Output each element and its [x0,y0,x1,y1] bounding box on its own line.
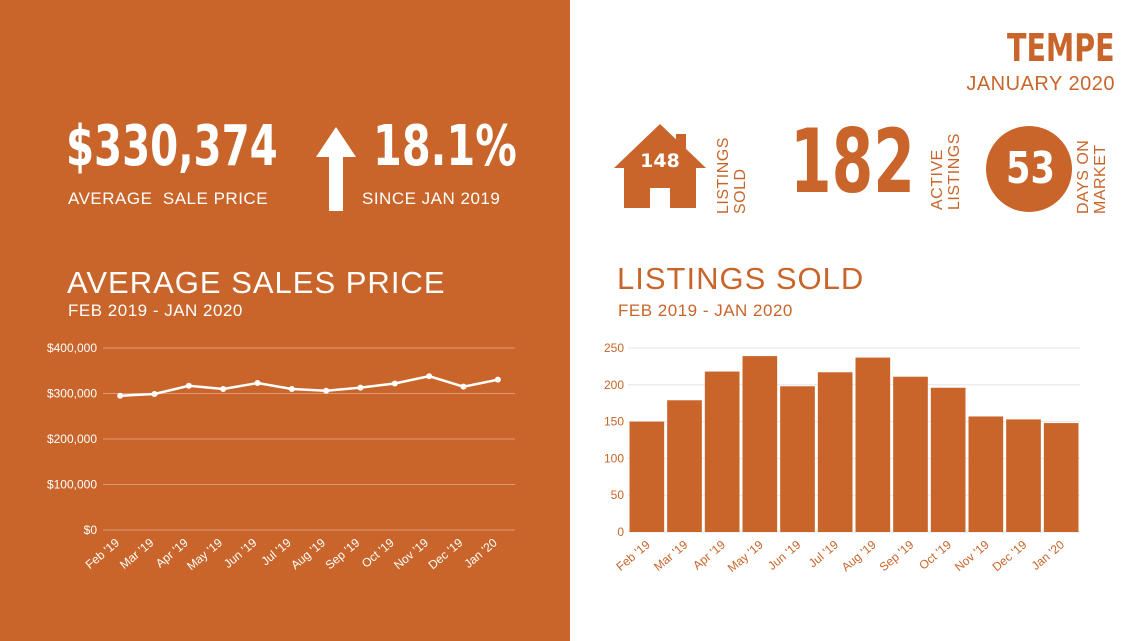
period-label: JANUARY 2020 [966,73,1115,95]
house-icon [614,124,706,208]
bar [817,372,853,532]
bar [667,400,702,532]
right-panel: TEMPE JANUARY 2020 148 LISTINGS SOLD 182… [570,0,1140,641]
bar [968,416,1004,532]
bar [930,387,966,532]
line-chart-xtick-label: Mar '19 [117,535,157,571]
line-chart-point [426,373,433,380]
line-chart-ytick-label: $200,000 [47,432,97,446]
bar-chart-xtick-label: Apr '19 [690,537,728,572]
arrow-up-icon [316,127,356,211]
active-listings-label-2: LISTINGS [946,133,963,210]
line-chart: $0 $100,000 $200,000 $300,000 $400,000 Feb '1… [47,341,515,573]
line-chart-xtick-label: Oct '19 [359,535,397,570]
bar-chart-xtick-label: Aug '19 [839,537,879,574]
line-chart-xtick-label: Dec '19 [426,535,466,572]
line-chart-point [220,385,227,392]
line-chart-title: AVERAGE SALES PRICE [67,265,446,300]
bar [1043,423,1079,532]
bar [893,376,928,532]
line-chart-ytick-label: $0 [84,523,98,537]
line-chart-xtick-label: Sep '19 [323,535,363,572]
bar-chart-subtitle: FEB 2019 - JAN 2020 [618,301,793,320]
line-chart-point [357,384,364,391]
line-chart-xtick-label: Jan '20 [461,535,500,571]
days-on-market-value: 53 [1006,143,1055,194]
days-on-market-label-2: MARKET [1092,144,1109,214]
left-panel: $330,374 AVERAGE SALE PRICE 18.1% SINCE … [0,0,570,641]
avg-sale-price-label: AVERAGE SALE PRICE [68,189,269,208]
avg-sale-price: $330,374 [66,114,278,179]
line-chart-xtick-label: May '19 [184,535,225,573]
line-chart-point [185,382,192,389]
listings-sold-label-1: LISTINGS [715,137,732,214]
line-chart-subtitle: FEB 2019 - JAN 2020 [68,301,243,320]
bar [780,386,815,532]
line-chart-xtick-label: Feb '19 [83,535,123,571]
change-pct: 18.1% [373,114,517,179]
bar-chart-ytick-label: 150 [604,415,624,429]
bar [704,371,740,532]
line-chart-point [117,392,124,399]
bar [855,357,891,532]
change-label: SINCE JAN 2019 [362,189,501,208]
line-chart-ytick-label: $400,000 [47,341,97,355]
line-chart-point [288,385,295,392]
bar-chart-ytick-label: 50 [611,488,625,502]
days-on-market-circle [986,126,1072,212]
bar-chart-title: LISTINGS SOLD [617,261,865,296]
bar-chart-xtick-label: May '19 [725,537,766,575]
bar-chart-xtick-label: Feb '19 [613,537,653,573]
active-listings-label-1: ACTIVE [929,149,946,210]
bar [742,356,778,532]
line-chart-point [391,380,398,387]
line-chart-ytick-label: $300,000 [47,387,97,401]
bar [629,421,665,532]
line-chart-point [151,390,158,397]
bar-chart-ytick-label: 200 [604,378,624,392]
bar-chart-ytick-label: 0 [617,525,624,539]
line-chart-point [254,380,261,387]
line-chart-ytick-label: $100,000 [47,478,97,492]
line-chart-point [494,376,501,383]
line-chart-series-line [120,374,499,398]
bar-chart-ytick-label: 250 [604,341,624,355]
location-title: TEMPE [1007,26,1115,70]
bar [1006,419,1041,532]
bar-chart-xtick-label: Dec '19 [990,537,1030,574]
line-chart-xtick-label: Nov '19 [391,535,431,572]
active-listings-value: 182 [790,110,915,213]
days-on-market-label-1: DAYS ON [1075,139,1092,214]
bar-chart-xtick-label: Nov '19 [952,537,992,574]
bar-chart-xtick-label: Oct '19 [916,537,954,572]
bar-chart-xtick-label: Jan '20 [1029,537,1068,573]
line-chart-point [460,383,467,390]
line-chart-xtick-label: Apr '19 [153,535,191,570]
line-chart-point [323,387,330,394]
line-chart-xtick-label: Jun '19 [221,535,260,571]
bar-chart-xtick-label: Mar '19 [651,537,691,573]
line-chart-xtick-label: Aug '19 [288,535,328,572]
listings-sold-value: 148 [640,150,680,172]
listings-sold-label-2: SOLD [732,168,749,214]
bar-chart-ytick-label: 100 [604,451,624,465]
bar-chart-xtick-label: Jun '19 [765,537,804,573]
bar-chart-xtick-label: Sep '19 [877,537,917,574]
bar-chart-xtick-label: Jul '19 [806,537,842,570]
